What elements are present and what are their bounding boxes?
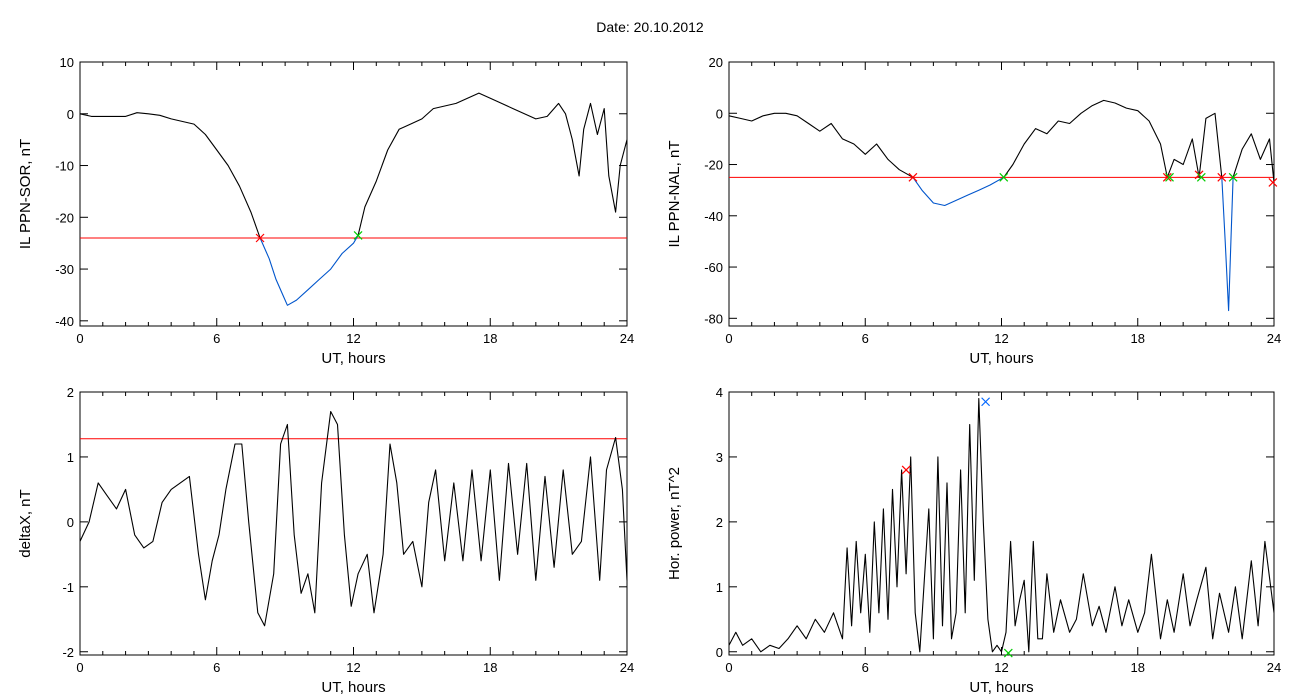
y-tick-label: -10 [55, 159, 74, 174]
x-tick-label: 24 [620, 660, 634, 675]
series-line [728, 112, 914, 178]
series-line [259, 235, 359, 306]
y-tick-label: 2 [716, 515, 723, 530]
x-tick-label: 0 [76, 660, 83, 675]
series-line [79, 410, 628, 627]
y-tick-label: 1 [67, 450, 74, 465]
y-tick-label: 0 [67, 515, 74, 530]
cross-marker-stroke [999, 172, 1009, 182]
cross-marker-stroke [1268, 178, 1278, 187]
chart-panel-4: 0 6 12 18 24 4 3 2 1 0 UT, hours Hor. power, nT^2 [666, 385, 1281, 696]
cross-marker-stroke [353, 230, 363, 240]
y-tick-label: 0 [67, 107, 74, 122]
cross-marker [999, 172, 1009, 182]
cross-marker-stroke [901, 465, 911, 475]
x-axis-label: UT, hours [321, 679, 385, 696]
cross-marker-stroke [1196, 172, 1206, 182]
x-tick-label: 6 [213, 331, 220, 346]
y-tick-label: -2 [62, 645, 74, 660]
cross-marker-stroke [1165, 172, 1174, 182]
cross-marker-stroke [255, 233, 265, 243]
x-tick-label: 12 [994, 331, 1008, 346]
series-line [728, 397, 1275, 653]
cross-marker [1196, 172, 1206, 182]
x-axis-label: UT, hours [969, 350, 1033, 367]
series-line [1232, 133, 1275, 183]
cross-marker [901, 465, 911, 475]
cross-marker-stroke [1228, 172, 1238, 182]
cross-marker-stroke [908, 172, 918, 182]
x-tick-label: 6 [213, 660, 220, 675]
y-tick-label: 2 [67, 385, 74, 400]
series-line [79, 112, 261, 239]
y-tick-label: -20 [55, 210, 74, 225]
y-axis-label: deltaX, nT [17, 489, 34, 557]
plot-frame [728, 61, 1275, 327]
chart-panel-1: 0 6 12 18 24 10 0 -10 -20 -30 -40 UT, hours IL PPN-S… [17, 55, 634, 367]
x-axis-label: UT, hours [969, 679, 1033, 696]
series-line [1221, 177, 1234, 312]
series-line [357, 92, 628, 236]
date-value: 20.10.2012 [633, 19, 704, 35]
x-tick-label: 0 [725, 331, 732, 346]
x-tick-label: 0 [76, 331, 83, 346]
x-tick-label: 18 [483, 331, 497, 346]
cross-marker [1165, 172, 1174, 182]
x-tick-label: 0 [725, 660, 732, 675]
plot-frame [79, 61, 628, 327]
cross-marker [353, 230, 363, 240]
y-tick-label: 1 [716, 580, 723, 595]
cross-marker [1003, 648, 1013, 658]
x-tick-label: 24 [1267, 660, 1281, 675]
cross-marker-stroke [1162, 172, 1172, 182]
y-tick-label: -80 [704, 311, 723, 326]
y-tick-label: 20 [709, 55, 723, 70]
cross-marker [1228, 172, 1238, 182]
plot-frame [79, 391, 628, 656]
x-tick-label: 24 [620, 331, 634, 346]
series-line [912, 176, 1005, 207]
y-tick-label: 3 [716, 450, 723, 465]
cross-marker [981, 397, 991, 407]
y-axis-label: Hor. power, nT^2 [666, 467, 683, 580]
series-line [1166, 112, 1223, 178]
y-tick-label: 10 [60, 55, 74, 70]
x-tick-label: 18 [1131, 660, 1145, 675]
x-axis-label: UT, hours [321, 350, 385, 367]
x-tick-label: 12 [346, 331, 360, 346]
cross-marker [1268, 178, 1278, 187]
y-tick-label: -20 [704, 158, 723, 173]
cross-marker-stroke [1003, 648, 1013, 658]
date-label: Date: [596, 19, 630, 35]
y-axis-label: IL PPN-SOR, nT [17, 139, 34, 249]
y-tick-label: -1 [62, 580, 74, 595]
y-tick-label: 0 [716, 106, 723, 121]
x-tick-label: 6 [862, 331, 869, 346]
cross-marker-stroke [981, 397, 991, 407]
y-tick-label: 0 [716, 645, 723, 660]
cross-marker [1162, 172, 1172, 182]
x-tick-label: 18 [1131, 331, 1145, 346]
cross-marker [255, 233, 265, 243]
cross-marker [908, 172, 918, 182]
chart-panel-2: 0 6 12 18 24 20 0 -20 -40 -60 -80 UT, hours IL PPN-N… [666, 55, 1281, 367]
y-tick-label: -40 [704, 209, 723, 224]
chart-panel-3: 0 6 12 18 24 2 1 0 -1 -2 UT, hours deltaX, nT [17, 385, 634, 696]
x-tick-label: 12 [994, 660, 1008, 675]
y-tick-label: -60 [704, 260, 723, 275]
cross-marker-stroke [1217, 172, 1227, 182]
x-tick-label: 6 [862, 660, 869, 675]
y-tick-label: -40 [55, 314, 74, 329]
date-title: Date: 20.10.2012 [0, 19, 1300, 35]
cross-marker [1217, 172, 1227, 182]
x-tick-label: 24 [1267, 331, 1281, 346]
y-axis-label: IL PPN-NAL, nT [666, 141, 683, 248]
x-tick-label: 12 [346, 660, 360, 675]
y-tick-label: 4 [716, 385, 723, 400]
y-tick-label: -30 [55, 262, 74, 277]
series-line [1003, 99, 1168, 178]
x-tick-label: 18 [483, 660, 497, 675]
